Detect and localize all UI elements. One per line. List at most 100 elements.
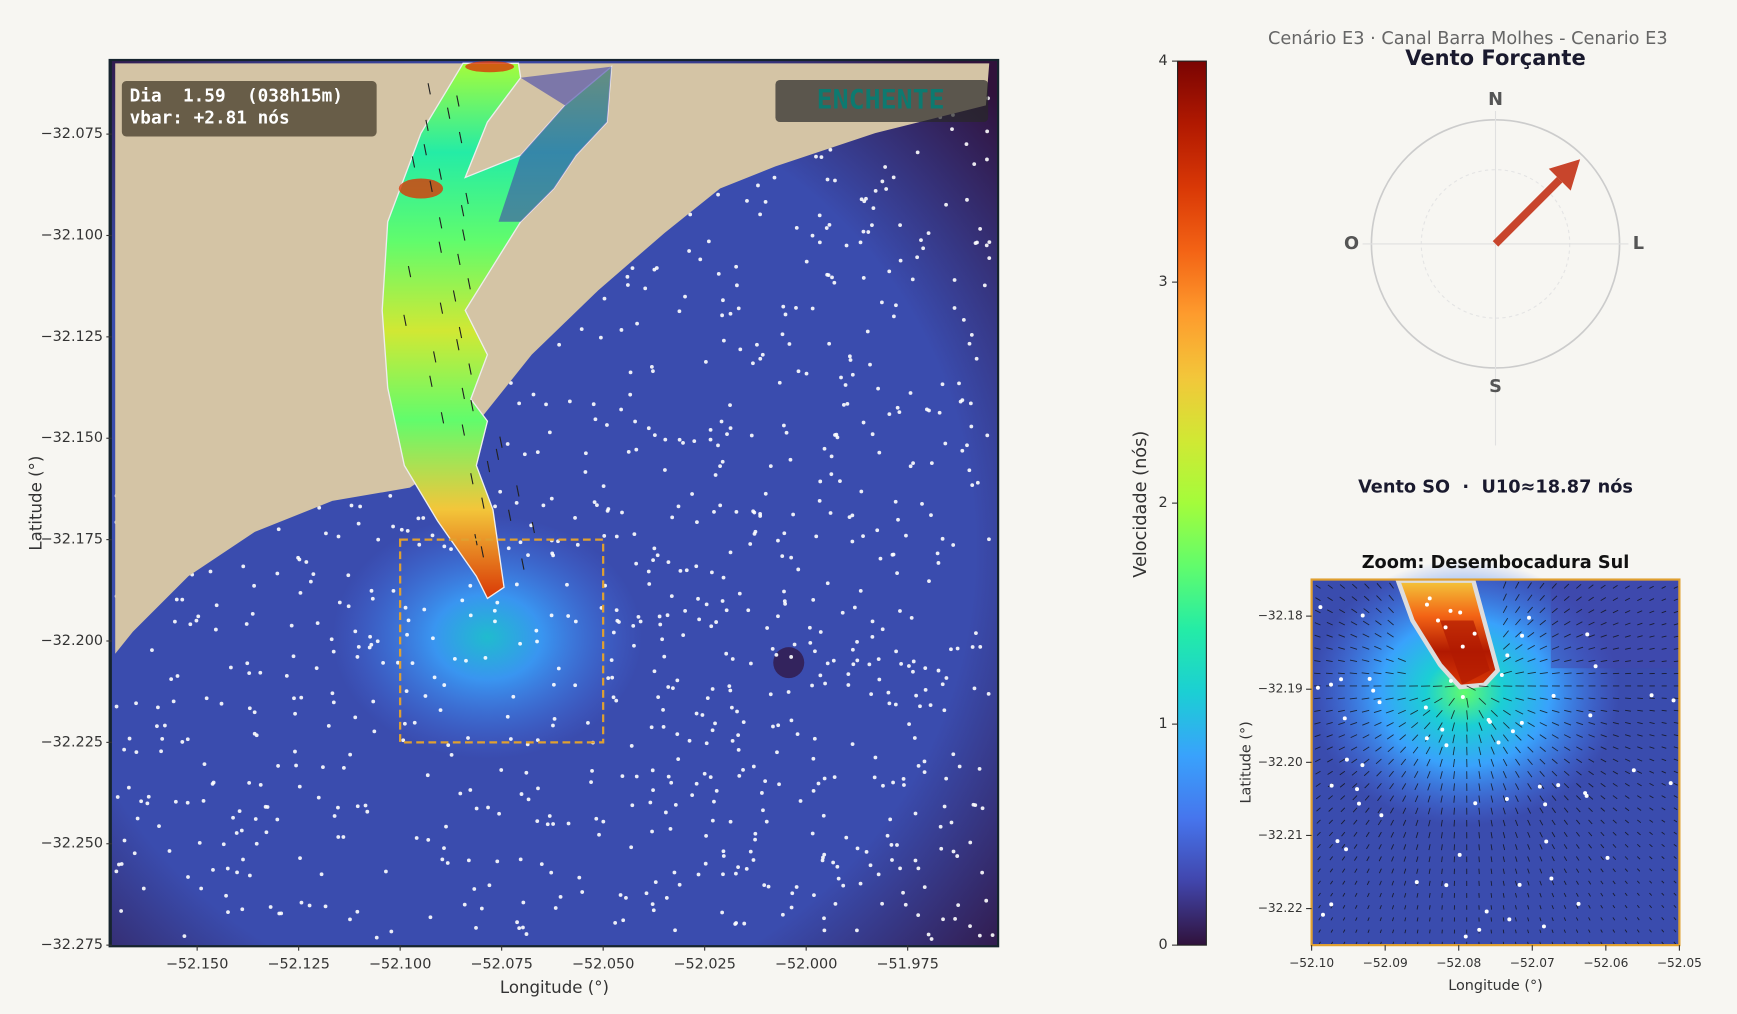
particle bbox=[234, 831, 239, 835]
quiver bbox=[1563, 917, 1567, 921]
particle bbox=[927, 408, 931, 413]
particle bbox=[841, 883, 846, 888]
quiver bbox=[1637, 734, 1643, 737]
quiver bbox=[1637, 831, 1641, 836]
quiver bbox=[1338, 634, 1346, 638]
quiver bbox=[1539, 607, 1546, 614]
particle bbox=[683, 609, 687, 613]
quiver bbox=[1649, 660, 1655, 662]
quiver bbox=[1563, 880, 1567, 886]
particle bbox=[497, 811, 501, 816]
quiver bbox=[1576, 770, 1582, 776]
quiver bbox=[1330, 880, 1334, 885]
quiver bbox=[1351, 608, 1358, 614]
quiver bbox=[1350, 621, 1358, 626]
particle bbox=[545, 822, 550, 827]
particle bbox=[751, 509, 756, 514]
particle bbox=[820, 858, 825, 863]
quiver bbox=[1386, 722, 1394, 727]
quiver bbox=[1600, 905, 1603, 909]
quiver bbox=[456, 95, 460, 107]
quiver bbox=[1624, 819, 1630, 824]
particle bbox=[317, 505, 322, 510]
quiver bbox=[1389, 807, 1394, 814]
quiver bbox=[1478, 734, 1482, 744]
particle bbox=[331, 649, 336, 654]
particle bbox=[886, 690, 891, 695]
particle bbox=[593, 417, 598, 422]
quiver bbox=[1551, 917, 1554, 922]
quiver bbox=[1624, 795, 1630, 799]
quiver bbox=[1661, 610, 1667, 614]
particle bbox=[515, 920, 519, 925]
quiver bbox=[1403, 868, 1407, 874]
particle bbox=[614, 534, 619, 539]
particle bbox=[721, 338, 726, 343]
x-tick-label: −52.075 bbox=[470, 957, 532, 973]
particle bbox=[958, 399, 963, 404]
quiver bbox=[1612, 758, 1619, 763]
particle bbox=[877, 450, 882, 455]
particle bbox=[1507, 917, 1512, 922]
particle bbox=[254, 841, 259, 846]
particle bbox=[894, 303, 898, 308]
quiver bbox=[1453, 795, 1455, 803]
quiver bbox=[1551, 856, 1555, 862]
quiver bbox=[1637, 783, 1642, 787]
quiver bbox=[1539, 582, 1545, 589]
particle bbox=[565, 582, 569, 587]
particle bbox=[602, 534, 607, 538]
quiver bbox=[1673, 807, 1678, 811]
particle bbox=[949, 647, 953, 652]
particle bbox=[601, 819, 606, 824]
particle bbox=[703, 861, 708, 866]
particle bbox=[942, 708, 947, 713]
particle bbox=[825, 177, 830, 182]
particle bbox=[631, 623, 636, 628]
particle bbox=[975, 480, 980, 485]
particle bbox=[381, 661, 385, 665]
quiver bbox=[1673, 758, 1679, 761]
particle bbox=[855, 846, 860, 851]
particle bbox=[896, 517, 900, 522]
particle bbox=[812, 736, 817, 741]
particle bbox=[746, 608, 751, 613]
quiver bbox=[1413, 758, 1419, 766]
particle bbox=[940, 536, 945, 541]
quiver bbox=[1515, 917, 1517, 922]
particle bbox=[669, 780, 674, 785]
particle bbox=[1544, 839, 1549, 844]
particle bbox=[629, 744, 634, 748]
particle bbox=[822, 928, 827, 933]
quiver bbox=[1636, 929, 1640, 933]
particle bbox=[748, 542, 753, 546]
particle bbox=[728, 550, 733, 555]
particle bbox=[611, 630, 616, 635]
quiver bbox=[1402, 819, 1407, 826]
particle bbox=[499, 768, 504, 772]
particle bbox=[758, 212, 762, 217]
particle bbox=[577, 875, 582, 880]
quiver bbox=[1427, 795, 1431, 803]
quiver bbox=[1316, 819, 1321, 824]
particle bbox=[551, 822, 555, 826]
quiver bbox=[1527, 746, 1534, 753]
quiver bbox=[1351, 758, 1358, 764]
particle bbox=[858, 588, 863, 593]
particle bbox=[990, 933, 995, 938]
particle bbox=[529, 523, 534, 528]
particle bbox=[832, 775, 837, 780]
quiver bbox=[1624, 746, 1631, 750]
quiver bbox=[1315, 584, 1321, 589]
quiver bbox=[1624, 831, 1629, 836]
particle bbox=[644, 891, 649, 896]
particle bbox=[134, 750, 139, 755]
particle bbox=[558, 895, 563, 899]
particle bbox=[670, 515, 675, 520]
quiver bbox=[1600, 844, 1605, 849]
particle bbox=[1537, 784, 1542, 789]
quiver bbox=[1539, 795, 1544, 802]
quiver bbox=[1649, 856, 1653, 860]
particle bbox=[1631, 768, 1636, 773]
quiver bbox=[1362, 646, 1370, 650]
